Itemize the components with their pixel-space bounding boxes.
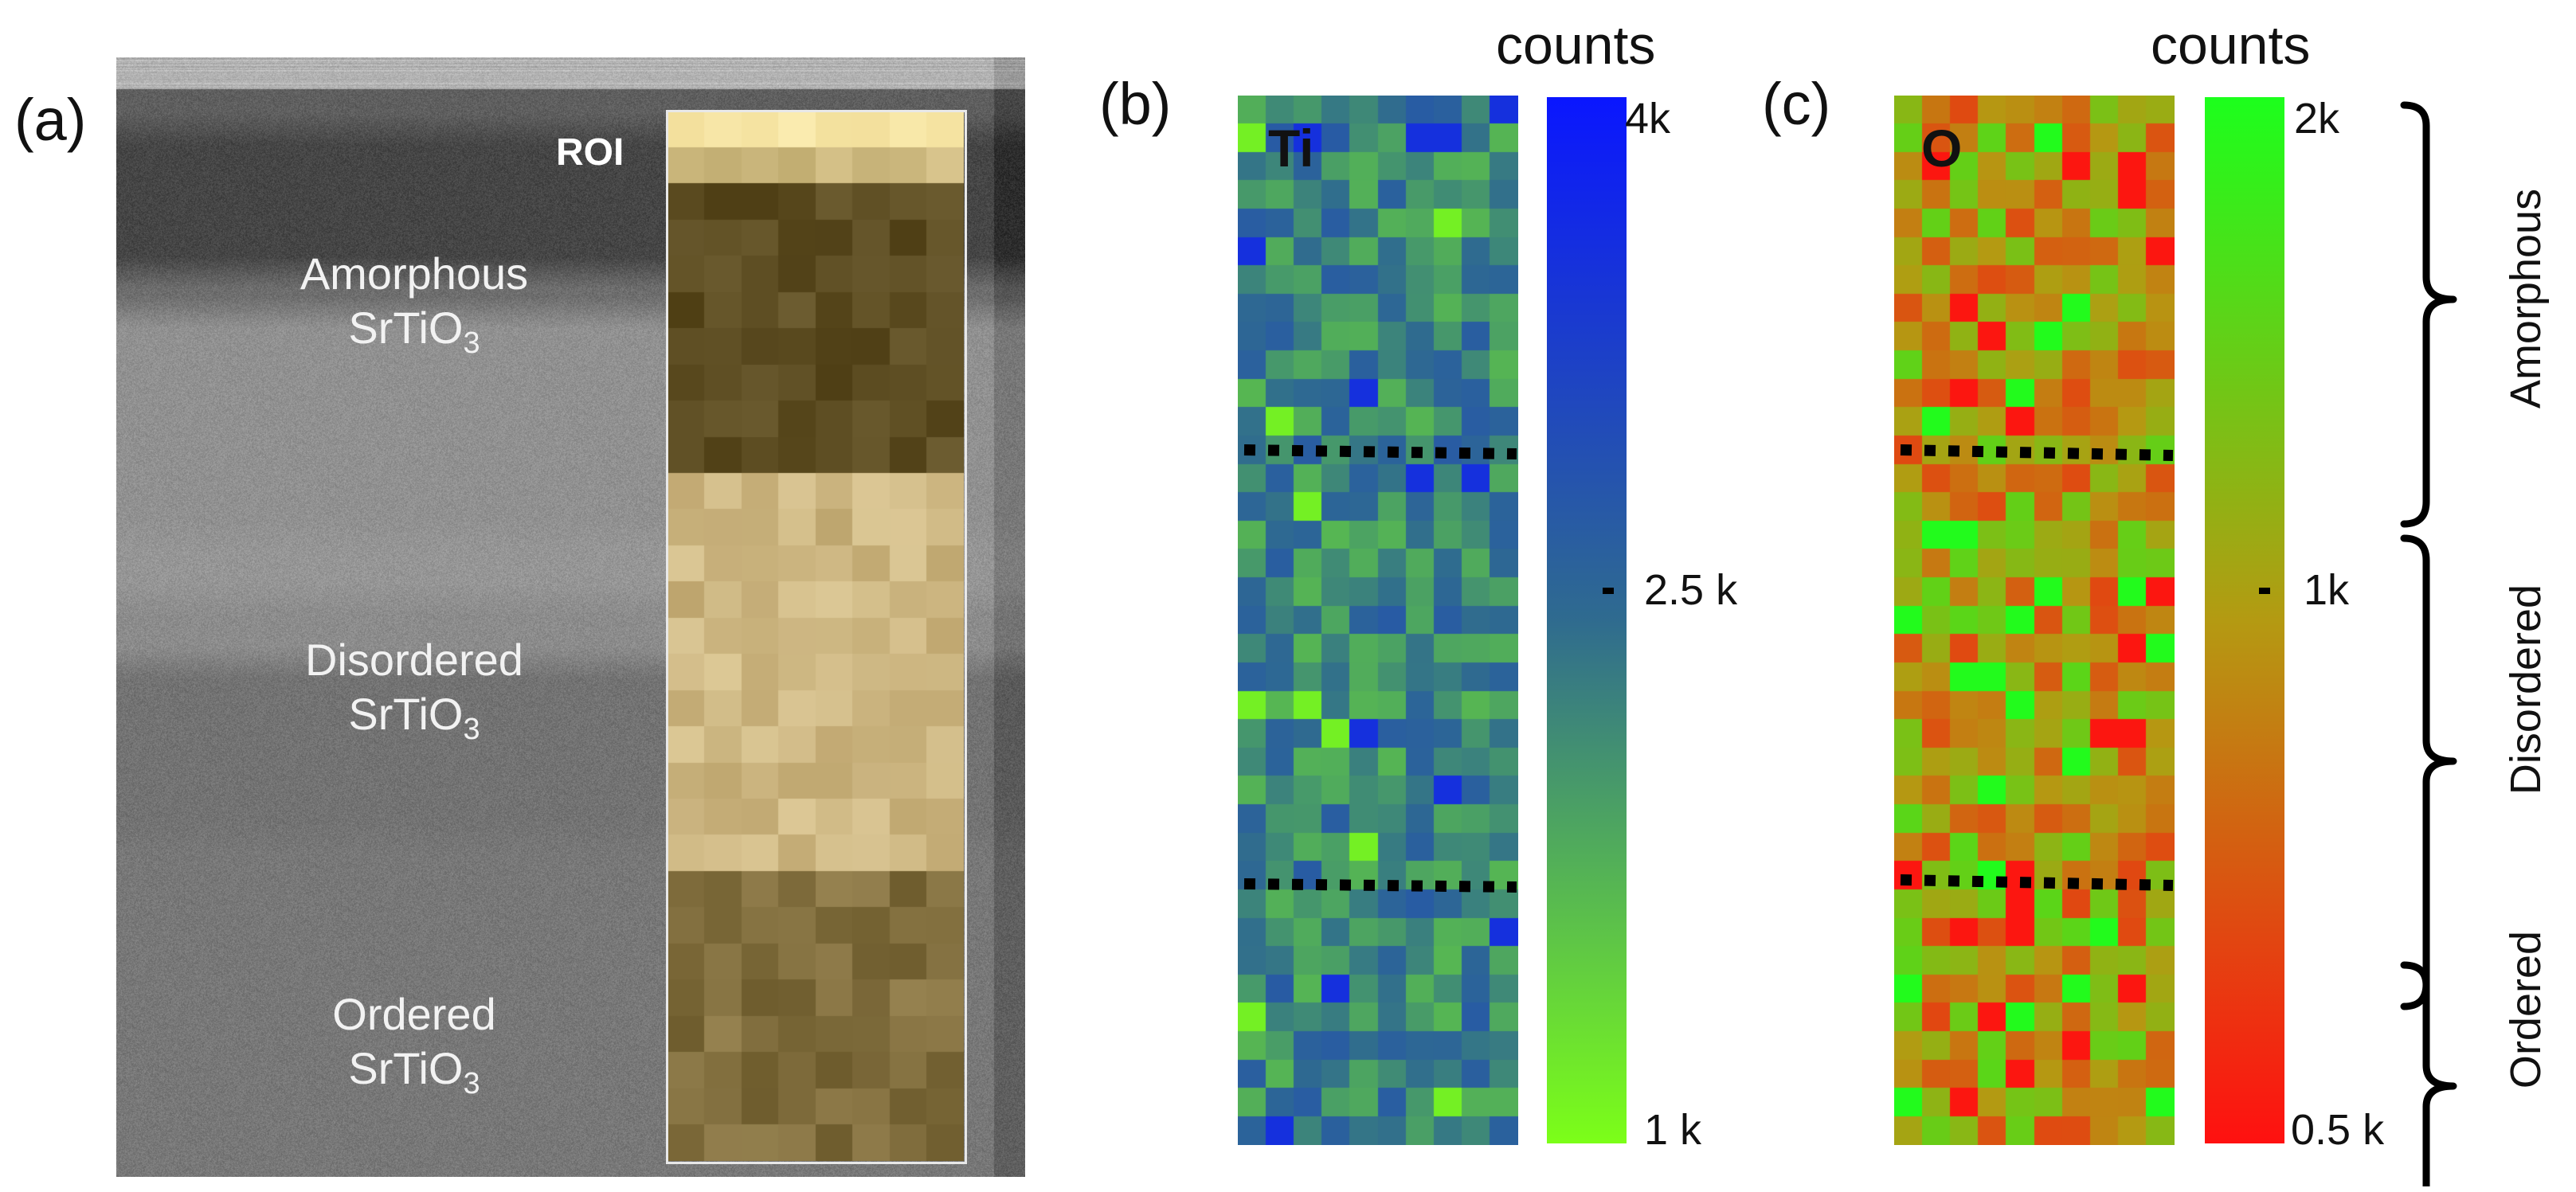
region-label-amorphous: Amorphous SrTiO3 [247, 247, 581, 370]
ti-colorbar-mid-label: 2.5 k [1644, 566, 1738, 614]
boundary-line-upper [1243, 444, 1517, 459]
o-colorbar-mid-tick [2259, 588, 2270, 594]
boundary-line-lower [1900, 874, 2174, 891]
roi-overlay [667, 111, 964, 1161]
o-colorbar [2205, 97, 2284, 1143]
o-colorbar-title: counts [2151, 15, 2311, 76]
o-colorbar-bottom-label: 0.5 k [2291, 1106, 2385, 1154]
roi-border [666, 110, 967, 1164]
brace-label-amorphous: Amorphous [2502, 188, 2550, 409]
region-formula: SrTiO3 [348, 689, 480, 746]
ti-colorbar-top-label: 4k [1625, 95, 1671, 143]
region-label-ordered: Ordered SrTiO3 [247, 987, 581, 1111]
brace-ordered [2400, 961, 2457, 1186]
ti-colorbar [1547, 97, 1627, 1143]
boundary-line-upper [1900, 444, 2174, 461]
panel-c-label: (c) [1762, 71, 1831, 137]
panel-b-label: (b) [1099, 71, 1172, 137]
ti-map [1238, 96, 1518, 1145]
ti-boundary-lines [1243, 444, 1517, 893]
o-colorbar-top-label: 2k [2294, 95, 2340, 143]
region-formula: SrTiO3 [348, 1043, 480, 1100]
ti-element-label: Ti [1268, 119, 1314, 178]
region-label-disordered: Disordered SrTiO3 [247, 633, 581, 756]
o-boundary-lines [1900, 444, 2174, 891]
region-name: Disordered [305, 635, 523, 685]
brace-amorphous [2400, 101, 2457, 528]
o-element-label: O [1921, 119, 1963, 178]
o-colorbar-mid-label: 1k [2304, 566, 2350, 614]
ti-colorbar-mid-tick [1603, 588, 1614, 594]
panel-a-label: (a) [14, 87, 87, 153]
boundary-line-lower [1243, 878, 1517, 893]
brace-disordered [2400, 534, 2457, 1010]
region-formula: SrTiO3 [348, 303, 480, 360]
ti-colorbar-bottom-label: 1 k [1644, 1106, 1702, 1154]
brace-label-disordered: Disordered [2502, 584, 2550, 795]
ti-colorbar-title: counts [1496, 15, 1656, 76]
brace-label-ordered: Ordered [2502, 930, 2550, 1089]
region-braces [2400, 101, 2457, 1186]
region-name: Amorphous [299, 248, 529, 299]
o-map [1894, 96, 2175, 1145]
roi-label: ROI [556, 131, 624, 174]
region-name: Ordered [332, 989, 496, 1039]
